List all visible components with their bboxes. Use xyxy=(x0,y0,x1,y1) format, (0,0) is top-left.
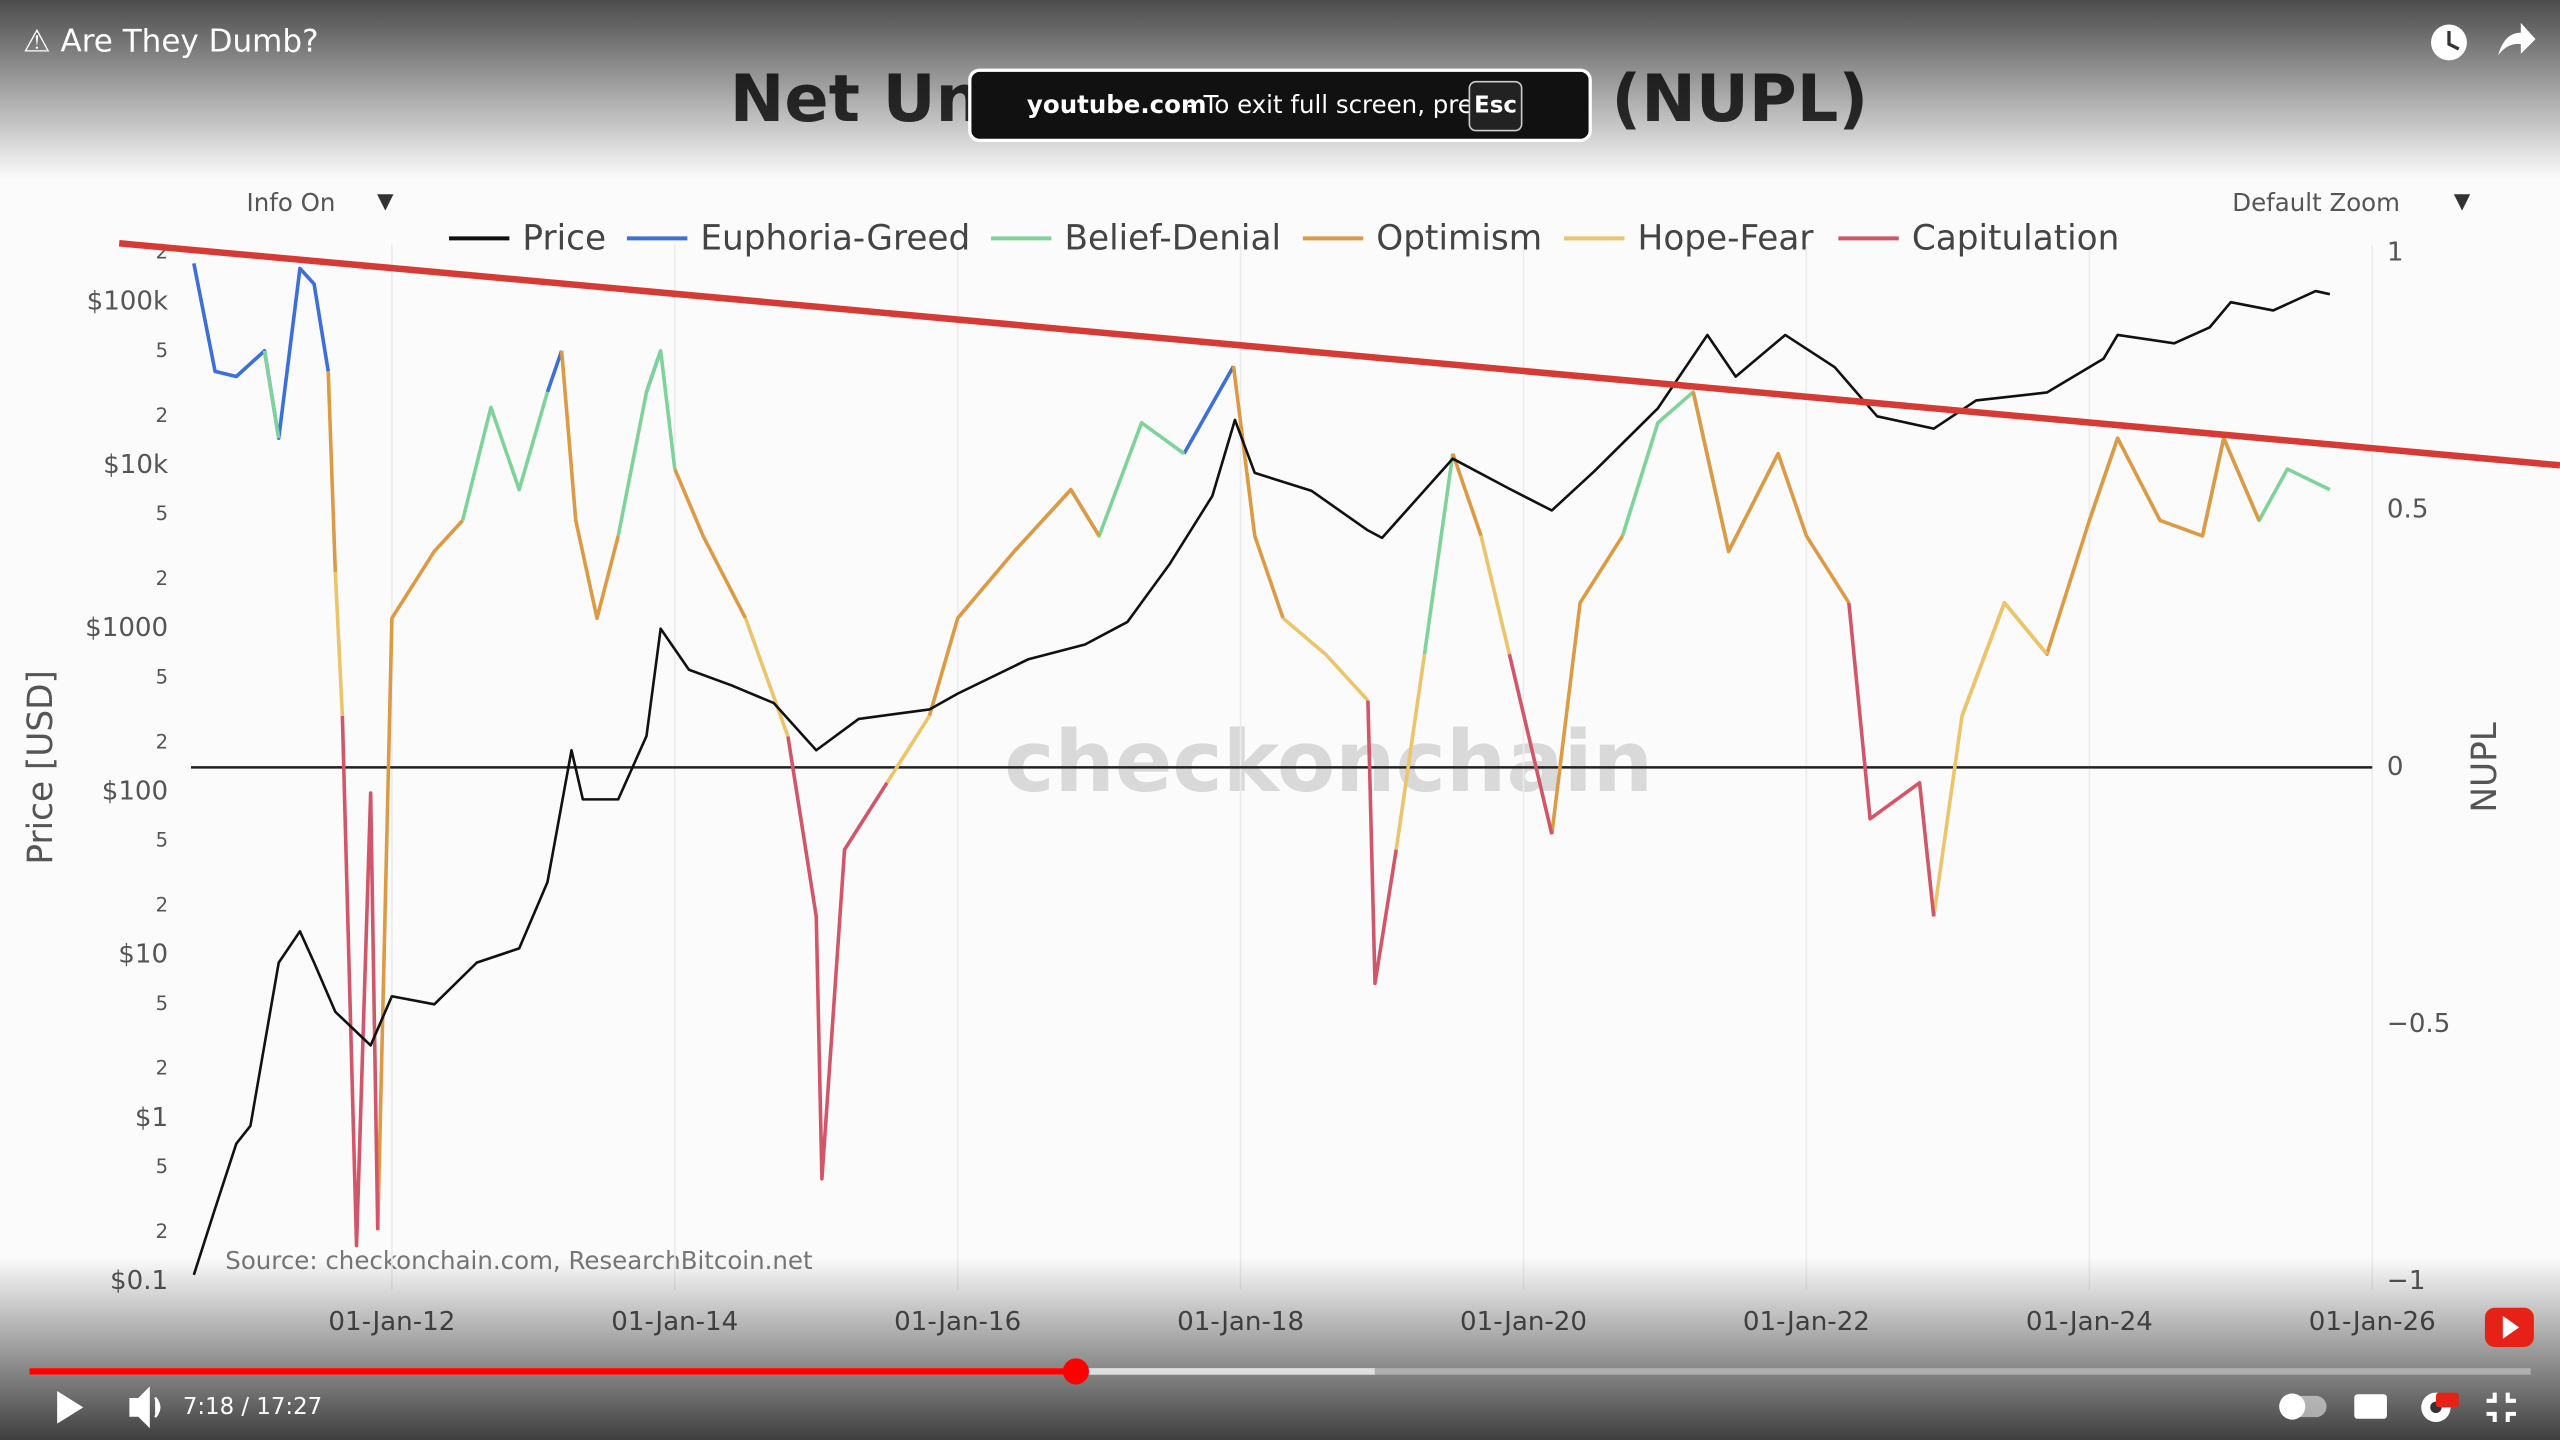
player-controls: 7:18 / 17:27 xyxy=(29,1358,2531,1429)
nupl-line xyxy=(340,602,1936,1248)
y-tick-label: 5 xyxy=(156,1155,168,1178)
plot-area: 01-Jan-1201-Jan-1401-Jan-1601-Jan-1801-J… xyxy=(85,219,2450,1337)
y-tick-label: 5 xyxy=(156,502,168,525)
bottom-shade xyxy=(0,1257,2560,1440)
y-tick-label: $10 xyxy=(118,940,168,970)
y-tick-label: $10k xyxy=(103,450,169,480)
y-tick-label: $100 xyxy=(102,776,168,806)
info-menu[interactable]: Info On xyxy=(247,188,336,217)
y2-tick-label: 1 xyxy=(2387,238,2404,268)
legend-entry: Capitulation xyxy=(1912,219,2120,259)
legend-entry: Euphoria-Greed xyxy=(700,219,970,259)
y-tick-label: $1 xyxy=(135,1103,168,1133)
y-tick-label: 5 xyxy=(156,665,168,688)
video-title[interactable]: ⚠ Are They Dumb? xyxy=(23,23,319,59)
volume-button[interactable] xyxy=(129,1386,161,1429)
y-tick-label: 2 xyxy=(156,730,168,753)
watermark: checkonchain xyxy=(1004,713,1653,812)
nupl-line xyxy=(333,535,2049,917)
fullscreen-notice: youtube.com - To exit full screen, press… xyxy=(968,68,1592,143)
drawn-trendline xyxy=(118,240,2560,469)
subscribe-badge[interactable] xyxy=(2484,1307,2534,1347)
play-button[interactable] xyxy=(57,1391,84,1424)
notice-message: - To exit full screen, press xyxy=(1187,90,1498,119)
legend-entry: Belief-Denial xyxy=(1064,219,1281,259)
y-tick-label: $1000 xyxy=(85,613,168,643)
y-tick-label: 2 xyxy=(156,404,168,427)
y-tick-label: 5 xyxy=(156,992,168,1015)
y-tick-label: 2 xyxy=(156,894,168,917)
key-box xyxy=(1468,80,1523,132)
y-axis-title: Price [USD] xyxy=(21,670,61,864)
watch-later-icon[interactable] xyxy=(2431,24,2467,61)
y2-tick-label: 0.5 xyxy=(2387,495,2429,525)
y-tick-label: 2 xyxy=(156,1220,168,1243)
y-tick-label: 2 xyxy=(156,567,168,590)
progress-played xyxy=(29,1368,1076,1375)
dropdown-arrow[interactable] xyxy=(2453,194,2471,211)
y-tick-label: $100k xyxy=(87,287,169,317)
y2-tick-label: −0.5 xyxy=(2387,1009,2450,1039)
share-icon[interactable] xyxy=(2497,22,2536,56)
notice-site: youtube.com xyxy=(1027,90,1207,119)
notice-box xyxy=(968,68,1592,143)
zoom-menu[interactable]: Default Zoom xyxy=(2232,188,2400,217)
autoplay-toggle[interactable] xyxy=(2279,1393,2327,1420)
notice-key: Esc xyxy=(1474,93,1517,119)
settings-button[interactable] xyxy=(2421,1392,2459,1423)
y-tick-label: 5 xyxy=(156,829,168,852)
legend-entry: Price xyxy=(522,219,606,259)
y2-tick-label: 0 xyxy=(2387,752,2404,782)
y-tick-label: 5 xyxy=(156,339,168,362)
y2-axis-title: NUPL xyxy=(2465,722,2505,812)
legend-entry: Hope-Fear xyxy=(1638,219,1815,259)
captions-button[interactable] xyxy=(2354,1394,2387,1419)
nupl-line xyxy=(326,350,2261,1231)
time-display: 7:18 / 17:27 xyxy=(183,1394,322,1420)
y-tick-label: 2 xyxy=(156,1057,168,1080)
exit-fullscreen-button[interactable] xyxy=(2486,1392,2516,1423)
legend-entry: Optimism xyxy=(1376,219,1542,259)
dropdown-arrow[interactable] xyxy=(377,194,394,211)
scrubber[interactable] xyxy=(1062,1358,1089,1385)
